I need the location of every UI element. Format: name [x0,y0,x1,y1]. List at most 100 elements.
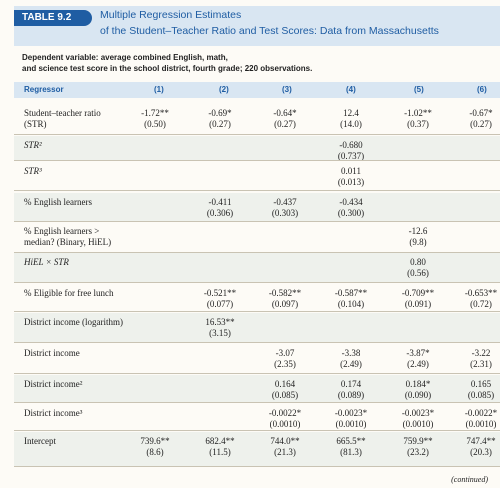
coefficient-cell: -3.38 (2.49) [321,348,381,370]
row-divider [14,190,500,191]
coefficient-cell: 747.4** (20.3) [451,436,500,458]
standard-error: (21.3) [274,447,296,457]
regressor-label: % Eligible for free lunch [24,288,113,299]
table-row: District income (logarithm) 16.53** (3.15) [14,313,500,342]
standard-error: (0.089) [337,390,365,400]
standard-error: (0.0010) [335,419,367,429]
dependent-variable-line2: and science test score in the school dis… [22,64,313,73]
regressor-label-line: District income³ [24,408,83,418]
coefficient-value: 0.80 [410,257,426,267]
coefficient-cell: -0.434 (0.300) [321,197,381,219]
coefficient-cell: 739.6** (8.6) [125,436,185,458]
coefficient-cell: -0.64* (0.27) [255,108,315,130]
column-header-1: (1) [154,85,164,94]
table-row: District income -3.07 (2.35) -3.38 (2.49) -3.… [14,344,500,373]
coefficient-cell: -0.67* (0.27) [451,108,500,130]
coefficient-value: 0.174 [340,379,362,389]
coefficient-cell: 759.9** (23.2) [388,436,448,458]
coefficient-cell: -0.653** (0.72) [451,288,500,310]
coefficient-value: -0.437 [273,197,297,207]
coefficient-value: -0.582** [268,288,302,298]
coefficient-cell: -0.0022* (0.0010) [451,408,500,430]
dependent-variable-line1: Dependent variable: average combined Eng… [22,53,228,62]
regressor-label: % English learners > median? (Binary, HiE… [24,226,111,248]
row-divider [14,160,500,161]
regressor-label-line: (STR) [24,119,47,129]
regressor-label: District income² [24,379,82,390]
coefficient-value: 0.011 [341,166,361,176]
coefficient-value: -0.69* [208,108,232,118]
coefficient-cell: -3.87* (2.49) [388,348,448,370]
coefficient-cell: -3.07 (2.35) [255,348,315,370]
regressor-label-line: % English learners > [24,226,100,236]
standard-error: (11.5) [209,447,231,457]
coefficient-cell: -0.587** (0.104) [321,288,381,310]
coefficient-value: 744.0** [270,436,300,446]
coefficient-cell: -0.0023* (0.0010) [388,408,448,430]
regressor-label: STR² [24,140,42,151]
coefficient-cell: -0.0022* (0.0010) [255,408,315,430]
coefficient-cell: -0.69* (0.27) [190,108,250,130]
standard-error: (0.085) [271,390,299,400]
standard-error: (0.306) [206,208,234,218]
regressor-label-line: % English learners [24,197,92,207]
coefficient-cell: 0.165 (0.085) [451,379,500,401]
coefficient-value: -3.07 [275,348,295,358]
coefficient-cell: 0.184* (0.090) [388,379,448,401]
table-row: STR³ 0.011 (0.013) [14,162,500,190]
regressor-label: HiEL × STR [24,257,69,268]
row-divider [14,466,500,467]
regressor-label-line: median? (Binary, HiEL) [24,237,112,247]
row-divider [14,430,500,431]
regressor-label-line: Intercept [24,436,56,446]
coefficient-cell: -3.22 (2.31) [451,348,500,370]
coefficient-value: 759.9** [403,436,433,446]
standard-error: (0.56) [407,268,429,278]
standard-error: (0.090) [404,390,432,400]
column-header-2: (2) [219,85,229,94]
coefficient-value: -0.0023* [334,408,368,418]
standard-error: (0.300) [337,208,365,218]
regressor-label: District income (logarithm) [24,317,123,328]
standard-error: (0.72) [470,299,492,309]
standard-error: (0.0010) [402,419,434,429]
standard-error: (0.0010) [465,419,497,429]
coefficient-value: -12.6 [408,226,428,236]
standard-error: (2.31) [470,359,492,369]
standard-error: (0.37) [407,119,429,129]
table-title-line2: of the Student–Teacher Ratio and Test Sc… [100,25,439,37]
coefficient-value: 665.5** [336,436,366,446]
coefficient-value: 0.184* [405,379,431,389]
table-row: HiEL × STR 0.80 (0.56) [14,253,500,282]
coefficient-value: 16.53** [205,317,235,327]
regressor-label-line: STR² [24,140,42,150]
regressor-label: District income [24,348,80,359]
coefficient-value: -0.521** [203,288,237,298]
coefficient-value: -1.02** [404,108,432,118]
standard-error: (0.50) [144,119,166,129]
standard-error: (0.104) [337,299,365,309]
standard-error: (0.303) [271,208,299,218]
coefficient-value: -3.22 [471,348,491,358]
standard-error: (0.737) [337,151,365,161]
table-title-line1: Multiple Regression Estimates [100,9,242,21]
table-header: TABLE 9.2 Multiple Regression Estimates … [14,6,500,46]
coefficient-cell: 0.80 (0.56) [388,257,448,279]
standard-error: (2.49) [340,359,362,369]
standard-error: (23.2) [407,447,429,457]
coefficient-cell: -12.6 (9.8) [388,226,448,248]
coefficient-cell: -1.72** (0.50) [125,108,185,130]
coefficient-value: 0.165 [470,379,492,389]
row-divider [14,373,500,374]
regressor-label-line: % Eligible for free lunch [24,288,114,298]
table-row: District income³ -0.0022* (0.0010) -0.0023*… [14,404,500,430]
coefficient-cell: -0.709** (0.091) [388,288,448,310]
coefficient-value: -0.587** [334,288,368,298]
standard-error: (0.27) [274,119,296,129]
regressor-label-line: STR³ [24,166,42,176]
coefficient-cell: 12.4 (14.0) [321,108,381,130]
row-divider [14,282,500,283]
regressor-label-line: District income [24,348,80,358]
column-header-4: (4) [346,85,356,94]
table-row: % English learners > median? (Binary, HiE… [14,222,500,252]
